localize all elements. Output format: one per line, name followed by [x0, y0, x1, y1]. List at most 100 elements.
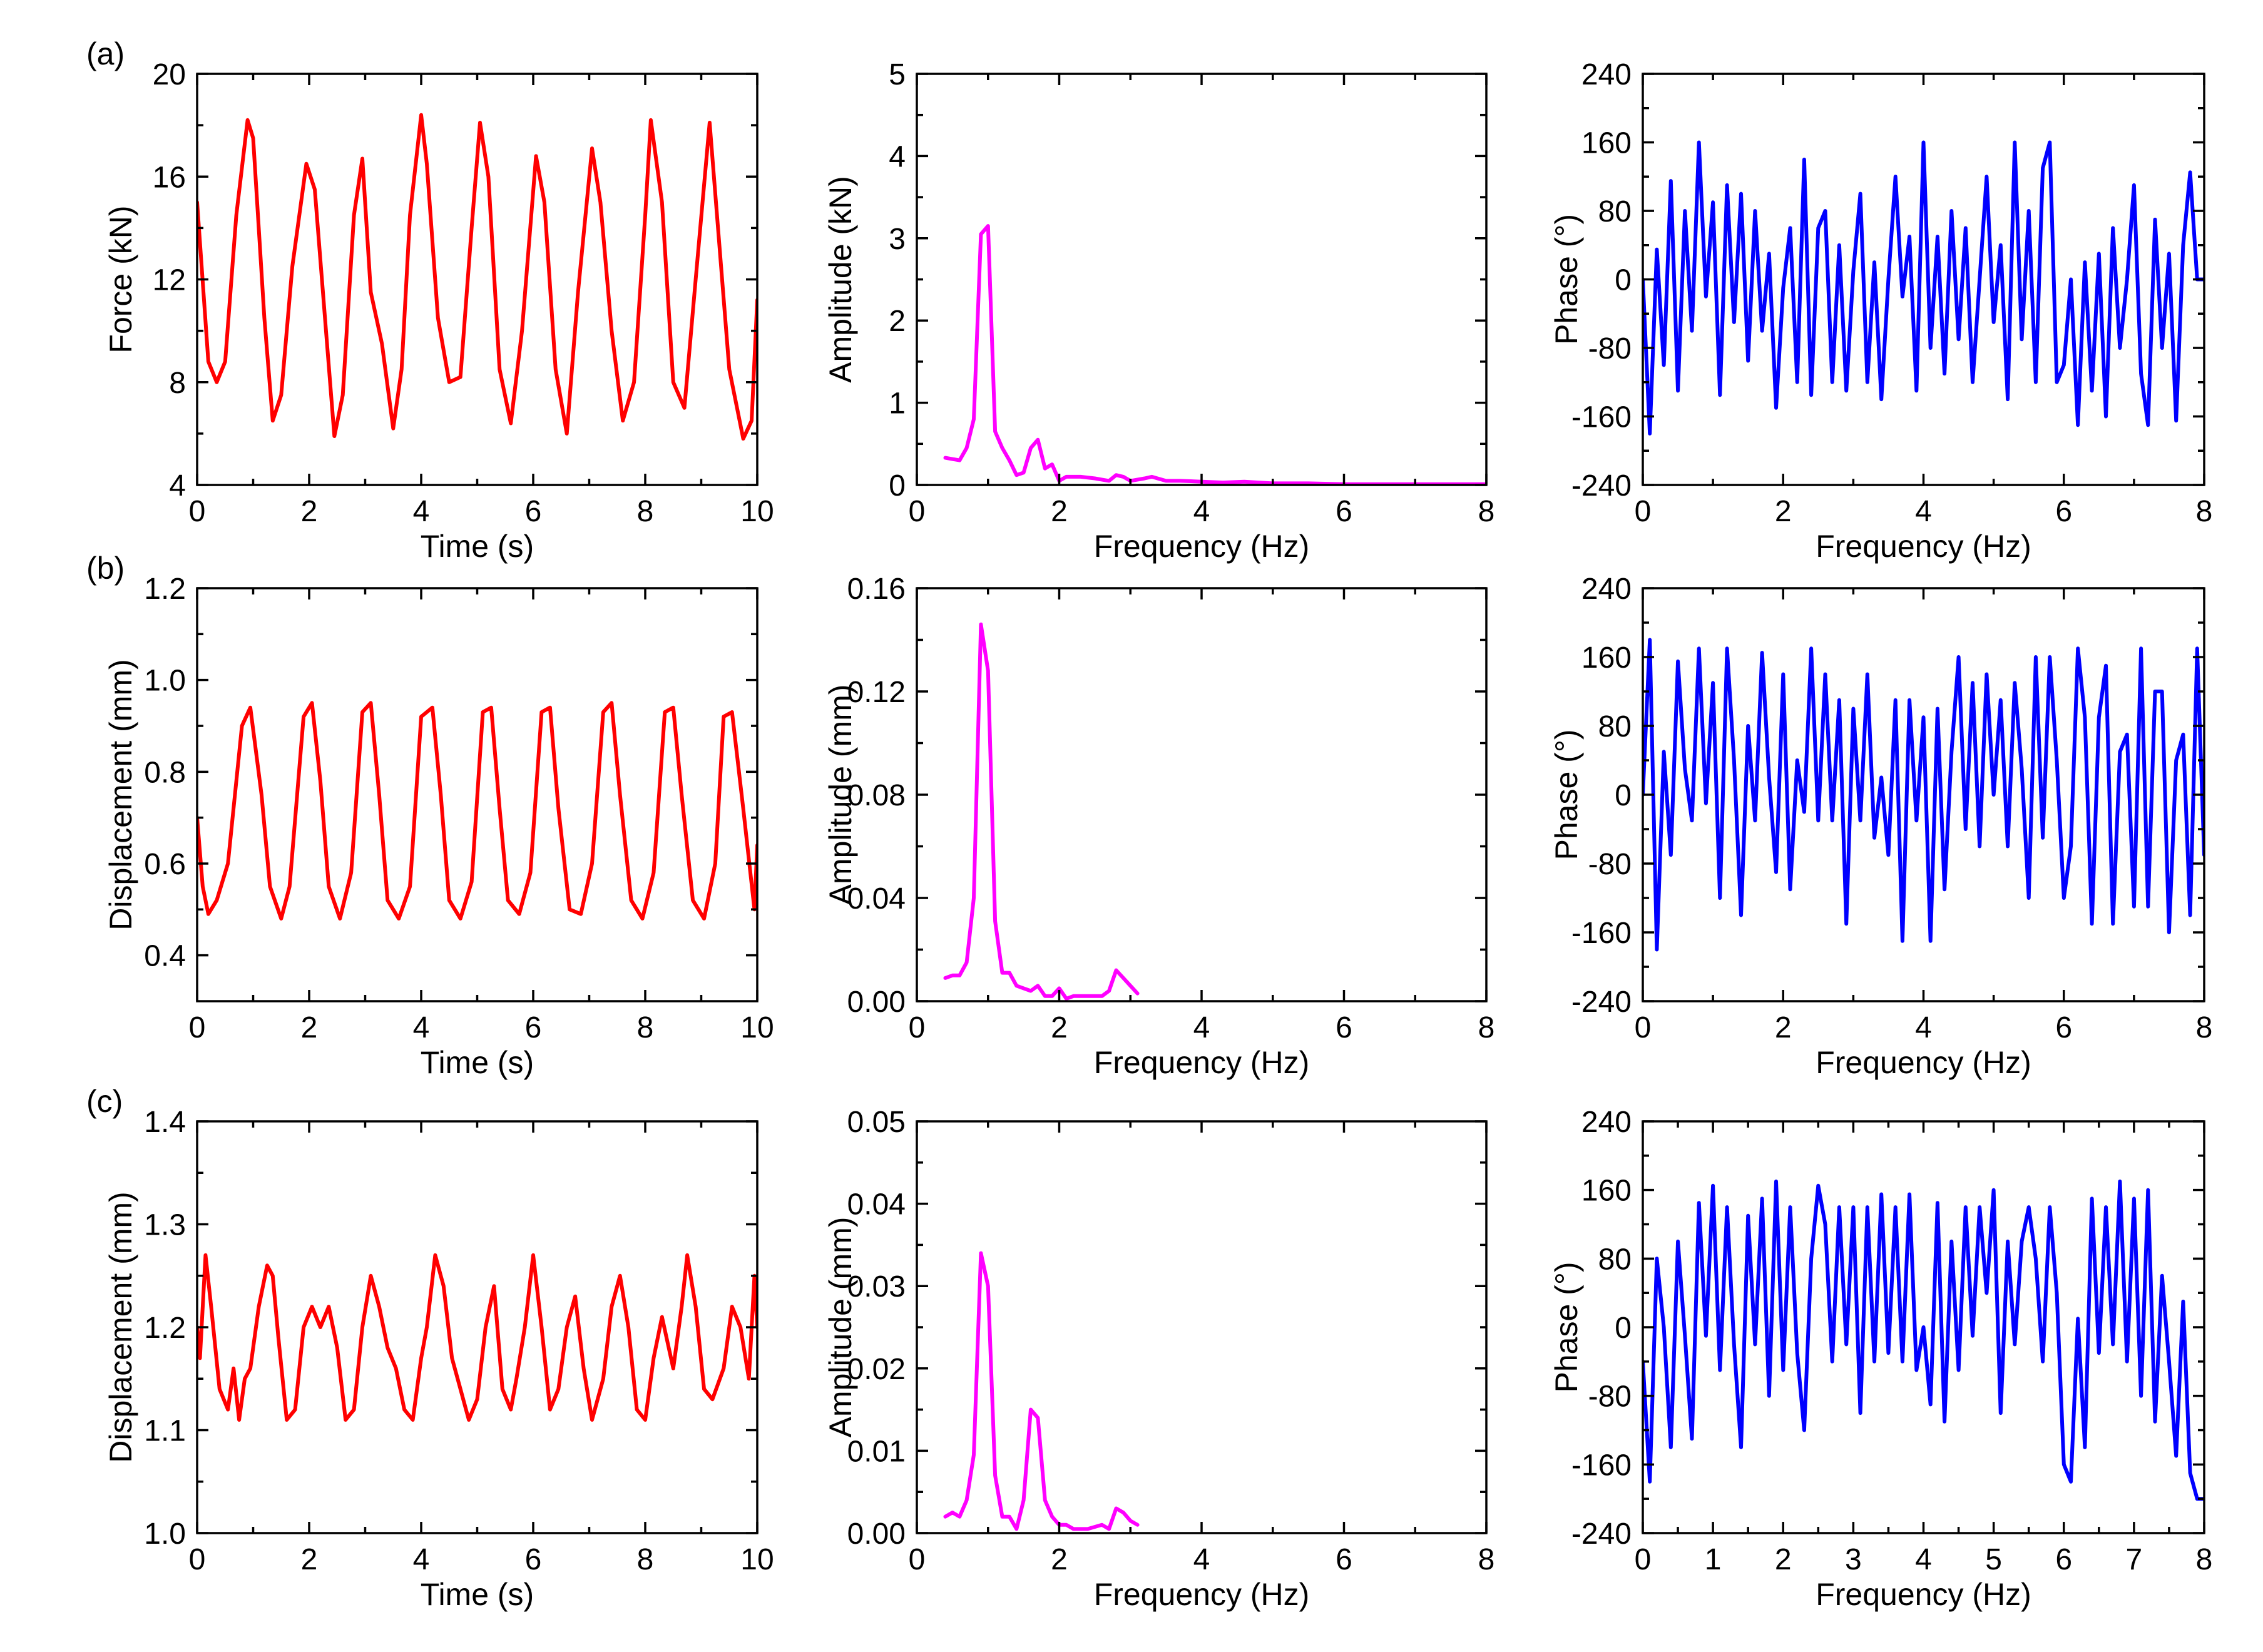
y-axis-title: Displacement (mm): [103, 659, 138, 930]
y-tick-label: 160: [1581, 1175, 1632, 1208]
y-tick-label: -160: [1571, 401, 1632, 434]
y-tick-label: 0: [889, 469, 906, 502]
x-tick-label: 10: [740, 1543, 774, 1576]
chart-6: 0 2 4 6 8 -240 -160 -80 0 80 160 240 Frequency (Hz) P…: [1549, 573, 2212, 1080]
y-tick-label: 4: [889, 140, 906, 173]
chart-5: 0 2 4 6 8 0.00 0.04 0.08 0.12 0.16 Frequency (Hz) A…: [823, 573, 1494, 1080]
y-tick-label: 1.3: [144, 1209, 186, 1242]
chart-9: 0 1 2 3 4 5 6 7 8 -240 -160 -80 0 80 160 240 Frequency (…: [1549, 1106, 2212, 1612]
y-tick-label: 160: [1581, 641, 1632, 675]
y-tick-label: 16: [153, 161, 186, 194]
x-tick-label: 5: [1985, 1543, 2002, 1576]
y-tick-label: 240: [1581, 58, 1632, 91]
x-tick-label: 6: [2055, 1011, 2072, 1044]
x-tick-label: 0: [1635, 1543, 1652, 1576]
x-tick-label: 1: [1705, 1543, 1722, 1576]
y-axis-title: Force (kN): [103, 205, 138, 353]
series-line-1: [1643, 140, 2204, 436]
y-tick-label: 240: [1581, 573, 1632, 606]
y-tick-label: 1: [889, 387, 906, 421]
y-tick-label: 0.8: [144, 756, 186, 789]
plot-frame: [916, 1120, 1488, 1534]
x-axis-title: Frequency (Hz): [1816, 1045, 2031, 1080]
x-axis-title: Frequency (Hz): [1094, 1577, 1310, 1612]
x-tick-label: 8: [1478, 1543, 1495, 1576]
panel-label: (c): [86, 1084, 123, 1119]
x-tick-label: 2: [1775, 1543, 1792, 1576]
x-tick-label: 4: [1193, 495, 1210, 528]
y-tick-label: 1.0: [144, 1517, 186, 1551]
chart-4: 0 2 4 6 8 10 0.4 0.6 0.8 1.0 1.2 Time (s) Displaceme…: [86, 551, 774, 1080]
x-tick-label: 4: [1915, 495, 1932, 528]
x-tick-label: 6: [525, 1543, 542, 1576]
y-tick-label: 5: [889, 58, 906, 91]
chart-7: 0 2 4 6 8 10 1.0 1.1 1.2 1.3 1.4 Time (s) Displaceme…: [86, 1084, 774, 1612]
x-tick-label: 0: [189, 1543, 206, 1576]
x-tick-label: 8: [637, 1011, 654, 1044]
series-line-1: [197, 1253, 757, 1422]
y-tick-label: 240: [1581, 1106, 1632, 1139]
series-line-1: [943, 1251, 1140, 1531]
y-tick-label: -80: [1588, 332, 1632, 365]
chart-3: 0 2 4 6 8 -240 -160 -80 0 80 160 240 Frequency (Hz) P…: [1549, 58, 2212, 564]
y-tick-label: 0.00: [847, 1517, 906, 1551]
x-tick-label: 8: [637, 495, 654, 528]
y-tick-label: 0: [1615, 264, 1632, 297]
y-tick-label: 1.4: [144, 1106, 186, 1139]
y-tick-label: 80: [1598, 195, 1632, 228]
x-tick-label: 0: [189, 495, 206, 528]
y-tick-label: 0.01: [847, 1435, 906, 1468]
x-axis-title: Frequency (Hz): [1094, 529, 1310, 564]
y-tick-label: 0.00: [847, 986, 906, 1019]
x-tick-label: 3: [1845, 1543, 1862, 1576]
x-tick-label: 4: [413, 495, 430, 528]
y-tick-label: 0: [1615, 1312, 1632, 1345]
x-tick-label: 8: [637, 1543, 654, 1576]
x-tick-label: 6: [2055, 1543, 2072, 1576]
x-tick-label: 8: [2196, 1011, 2213, 1044]
y-tick-label: 160: [1581, 127, 1632, 160]
x-tick-label: 6: [525, 495, 542, 528]
plot-frame: [916, 73, 1488, 486]
x-tick-label: 6: [2055, 495, 2072, 528]
y-tick-label: 0.05: [847, 1106, 906, 1139]
y-tick-label: 4: [169, 469, 186, 502]
x-tick-label: 4: [413, 1543, 430, 1576]
y-tick-label: 8: [169, 367, 186, 400]
x-tick-label: 4: [1915, 1543, 1932, 1576]
x-tick-label: 10: [740, 495, 774, 528]
x-tick-label: 0: [1635, 1011, 1652, 1044]
y-axis-title: Amplitude (mm): [823, 1217, 858, 1438]
x-tick-label: 0: [189, 1011, 206, 1044]
y-tick-label: -240: [1571, 469, 1632, 502]
x-tick-label: 7: [2126, 1543, 2143, 1576]
x-axis-title: Time (s): [421, 1577, 534, 1612]
y-tick-label: 1.2: [144, 573, 186, 606]
x-tick-label: 0: [909, 1011, 926, 1044]
y-tick-label: 80: [1598, 710, 1632, 743]
y-tick-label: -80: [1588, 1380, 1632, 1414]
y-tick-label: 20: [153, 58, 186, 91]
chart-8: 0 2 4 6 8 0.00 0.01 0.02 0.03 0.04 0.05 Frequency (…: [823, 1106, 1494, 1612]
series-line-1: [1643, 1180, 2204, 1501]
x-tick-label: 8: [1478, 495, 1495, 528]
y-tick-label: 80: [1598, 1243, 1632, 1276]
y-tick-label: 0.4: [144, 940, 186, 973]
x-tick-label: 2: [301, 495, 318, 528]
y-tick-label: 3: [889, 223, 906, 256]
y-tick-label: 0.12: [847, 676, 906, 709]
y-axis-title: Displacement (mm): [103, 1191, 138, 1462]
y-tick-label: 0.02: [847, 1353, 906, 1386]
x-tick-label: 2: [1775, 1011, 1792, 1044]
y-tick-label: -160: [1571, 917, 1632, 950]
x-tick-label: 10: [740, 1011, 774, 1044]
y-tick-label: 0.03: [847, 1270, 906, 1303]
x-tick-label: 4: [1193, 1543, 1210, 1576]
series-line-1: [197, 113, 757, 441]
x-tick-label: 2: [1051, 1543, 1068, 1576]
x-tick-label: 4: [1915, 1011, 1932, 1044]
x-tick-label: 8: [2196, 495, 2213, 528]
x-tick-label: 4: [413, 1011, 430, 1044]
x-axis-title: Frequency (Hz): [1816, 529, 2031, 564]
